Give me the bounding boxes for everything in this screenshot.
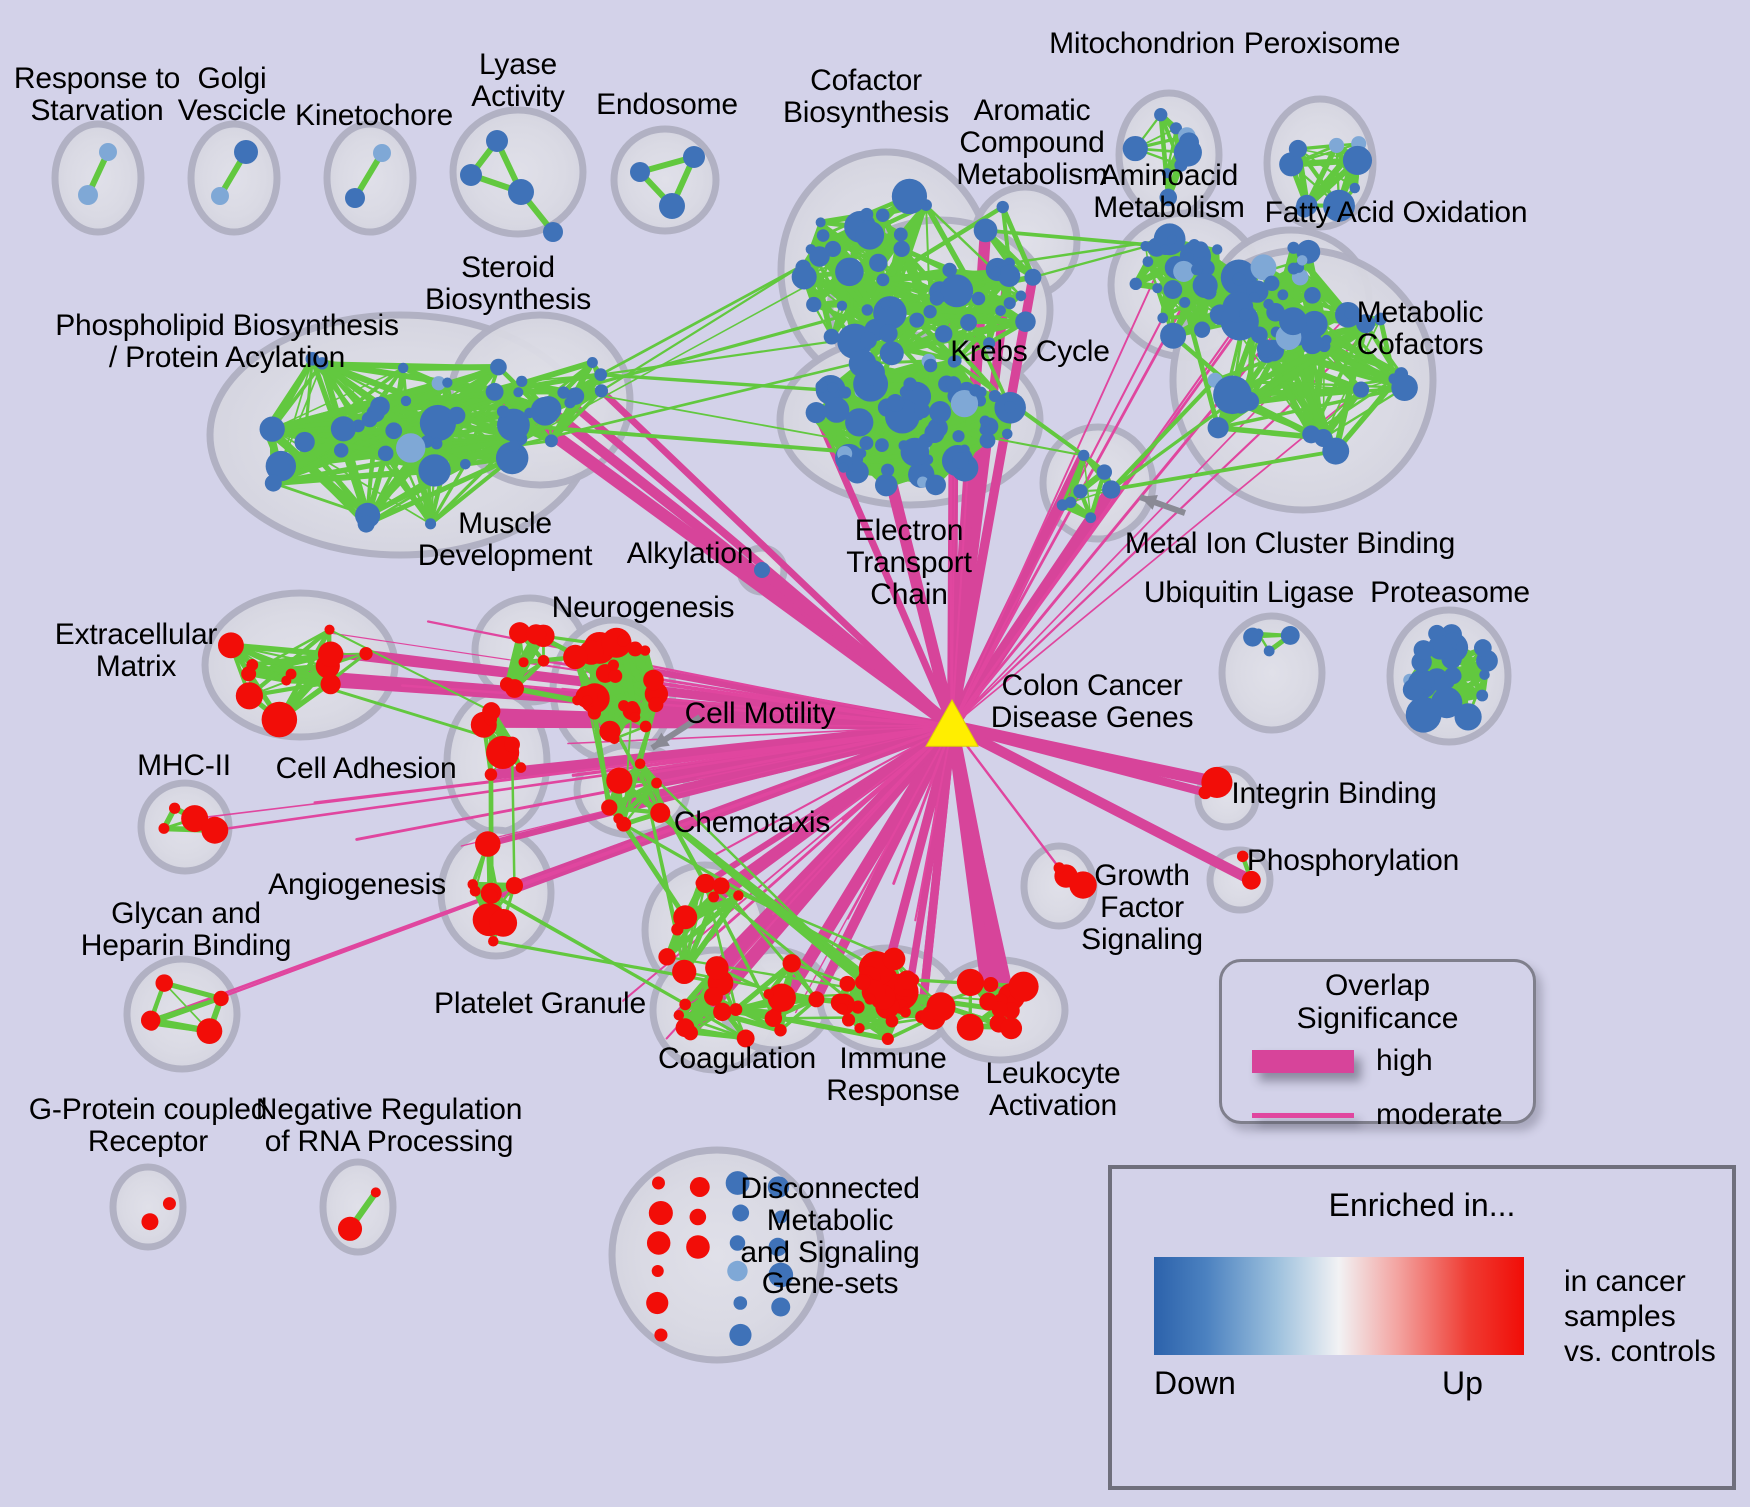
nodes-cofactor-biosynthesis [791, 178, 937, 360]
legend-up-label: Up [1442, 1365, 1483, 1401]
legend-overlap-title: Overlap Significance [1296, 969, 1459, 1035]
nodes-metabolic-cofactors [1207, 275, 1418, 465]
nodes-neurogenesis [563, 627, 669, 745]
nodes-immune-response [830, 947, 956, 1046]
legend-enriched-side-label: in cancer samples vs. controls [1564, 1265, 1716, 1368]
nodes-integrin-binding [1198, 766, 1233, 800]
legend-enriched-in: Enriched in... Down Up in cancer samples v… [1108, 1165, 1736, 1490]
nodes-phosphorylation [1236, 850, 1261, 890]
cluster-halo-lyase-activity [449, 106, 587, 238]
cluster-halo-negative-regulation-of-rna-processing [319, 1158, 397, 1256]
nodes-endosome [630, 146, 705, 219]
legend-overlap-moderate-row: moderate [1222, 1098, 1533, 1132]
nodes-extracellular-matrix [218, 624, 373, 738]
nodes-response-to-starvation [78, 143, 117, 205]
nodes-lyase-activity [460, 130, 563, 242]
nodes-disconnected-gene-sets [646, 1171, 794, 1347]
nodes-glycan-and-heparin-binding [140, 974, 229, 1044]
cluster-halo-disconnected-gene-sets [608, 1146, 826, 1364]
nodes-chemotaxis [658, 873, 744, 985]
legend-high-swatch [1252, 1049, 1354, 1073]
nodes-golgi-vescicle [211, 140, 258, 205]
nodes-g-protein-coupled-receptor [141, 1197, 176, 1231]
nodes-cell-motility [601, 758, 671, 832]
hub-triangle[interactable] [650, 494, 1187, 751]
nodes-peroxisome [1279, 136, 1373, 222]
cluster-halo-g-protein-coupled-receptor [109, 1163, 187, 1251]
legend-overlap-significance: Overlap Significance high moderate [1219, 959, 1536, 1131]
legend-moderate-swatch [1252, 1112, 1354, 1118]
nodes-muscle-development [499, 622, 555, 698]
nodes-platelet-granule [673, 956, 755, 1048]
legend-moderate-label: moderate [1376, 1098, 1503, 1131]
nodes-electron-transport-chain [805, 349, 1026, 497]
legend-down-label: Down [1154, 1365, 1236, 1401]
nodes-phospholipid-biosynthesis [259, 352, 550, 533]
nodes-aromatic-compound-metabolism [973, 200, 1042, 286]
legend-overlap-high-row: high [1222, 1044, 1533, 1078]
nodes-mitochondrion [1122, 108, 1202, 207]
annotation-arrow [1138, 494, 1187, 516]
nodes-growth-factor-signaling [1053, 862, 1097, 899]
legend-colorbar-wrap [1154, 1257, 1524, 1355]
nodes-angiogenesis [467, 831, 524, 947]
nodes-metal-ion-cluster-binding [1056, 449, 1121, 524]
nodes-cell-adhesion [470, 702, 527, 781]
legend-high-label: high [1376, 1044, 1433, 1077]
nodes-alkylation [754, 562, 770, 578]
nodes-proteasome [1402, 624, 1498, 733]
nodes-leukocyte-activation [956, 968, 1039, 1041]
annotation-arrow [650, 714, 702, 751]
legend-colorbar [1154, 1257, 1524, 1355]
cluster-halo-extracellular-matrix [201, 589, 399, 741]
nodes-mhc-ii [158, 802, 229, 844]
nodes-ubiquitin-ligase [1243, 625, 1300, 657]
gene-set-nodes [78, 108, 1498, 1347]
nodes-kinetochore [345, 144, 391, 208]
nodes-negative-regulation-of-rna-processing [337, 1187, 381, 1241]
nodes-coagulation [729, 954, 825, 1037]
nodes-steroid-biosynthesis [485, 356, 609, 452]
legend-enriched-title: Enriched in... [1328, 1187, 1516, 1223]
